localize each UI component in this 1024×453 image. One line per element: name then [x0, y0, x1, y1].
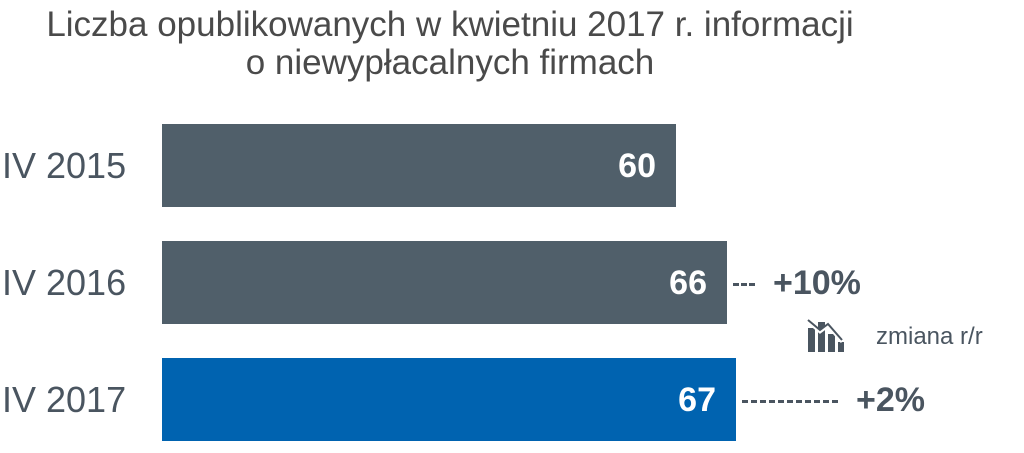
legend-label: zmiana r/r [876, 323, 983, 350]
change-label: +10% [773, 263, 861, 302]
category-label: IV 2015 [2, 144, 127, 186]
category-label: IV 2017 [2, 378, 127, 420]
bar [162, 124, 676, 207]
bar [162, 241, 727, 324]
change-label: +2% [856, 380, 925, 419]
chart-title-line-1: Liczba opublikowanych w kwietniu 2017 r.… [46, 5, 854, 44]
chart-title-line-2: o niewypłacalnych firmach [245, 43, 655, 82]
bar-value-label: 67 [678, 380, 716, 419]
change-connector [742, 399, 838, 403]
category-label: IV 2016 [2, 261, 127, 303]
bar-value-label: 66 [669, 263, 707, 302]
bar-value-label: 60 [618, 146, 656, 185]
chart-down-icon [807, 319, 844, 352]
bar [162, 358, 736, 441]
change-connector [733, 282, 755, 286]
